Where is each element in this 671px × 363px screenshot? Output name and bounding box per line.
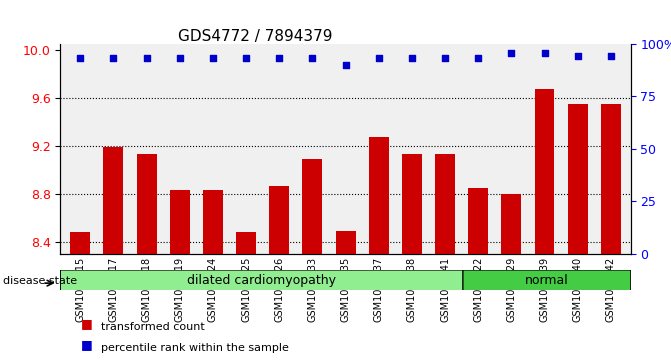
Point [108,55,119,61]
Bar [236,232,256,363]
Text: percentile rank within the sample: percentile rank within the sample [101,343,289,354]
Bar [468,188,488,363]
Bar [336,231,356,363]
Bar [137,154,156,363]
Bar [402,154,422,363]
Text: ■: ■ [81,317,93,330]
Bar [435,154,455,363]
Bar [70,232,90,363]
Point [307,55,318,61]
Point [274,55,285,61]
Point [572,53,583,58]
Point [473,55,484,61]
Bar [103,147,123,363]
Bar [601,104,621,363]
Point [340,62,351,68]
FancyBboxPatch shape [463,270,631,291]
Bar [535,89,554,363]
Point [605,53,616,58]
Bar [303,159,322,363]
Point [241,55,252,61]
Point [141,55,152,61]
Point [75,55,86,61]
Point [506,50,517,56]
Text: ■: ■ [81,338,93,351]
Text: disease state: disease state [3,276,76,286]
Point [407,55,417,61]
Bar [269,185,289,363]
Text: normal: normal [525,274,569,287]
Point [174,55,185,61]
Text: dilated cardiomyopathy: dilated cardiomyopathy [187,274,336,287]
Text: transformed count: transformed count [101,322,205,332]
Text: GDS4772 / 7894379: GDS4772 / 7894379 [178,29,332,44]
Bar [170,190,190,363]
Bar [203,190,223,363]
Bar [568,104,588,363]
Point [207,55,218,61]
FancyBboxPatch shape [60,270,463,291]
Point [539,50,550,56]
Point [440,55,450,61]
Bar [501,194,521,363]
Point [373,55,384,61]
Bar [369,138,389,363]
